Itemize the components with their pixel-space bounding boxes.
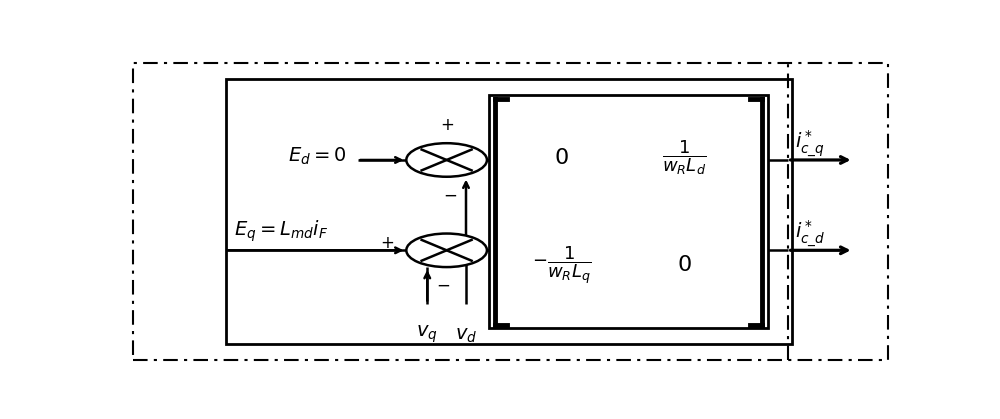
Circle shape xyxy=(406,233,487,267)
Text: $i^*_{c\_q}$: $i^*_{c\_q}$ xyxy=(795,129,825,159)
Text: $+$: $+$ xyxy=(380,235,394,252)
Polygon shape xyxy=(489,96,768,328)
Text: $v_q$: $v_q$ xyxy=(416,324,438,346)
Text: $0$: $0$ xyxy=(554,147,569,169)
Text: $-$: $-$ xyxy=(443,186,458,204)
Text: $v_d$: $v_d$ xyxy=(455,327,477,346)
Text: $0$: $0$ xyxy=(677,254,692,276)
Text: $-$: $-$ xyxy=(436,277,450,294)
Text: $\dfrac{1}{w_R L_d}$: $\dfrac{1}{w_R L_d}$ xyxy=(662,139,707,178)
Text: $E_d=0$: $E_d=0$ xyxy=(288,146,346,168)
Text: $E_q=L_{md}i_F$: $E_q=L_{md}i_F$ xyxy=(234,218,328,244)
Text: $i^*_{c\_d}$: $i^*_{c\_d}$ xyxy=(795,219,826,249)
Circle shape xyxy=(406,143,487,177)
Text: $-\dfrac{1}{w_R L_q}$: $-\dfrac{1}{w_R L_q}$ xyxy=(532,244,592,286)
Text: $+$: $+$ xyxy=(440,116,454,134)
